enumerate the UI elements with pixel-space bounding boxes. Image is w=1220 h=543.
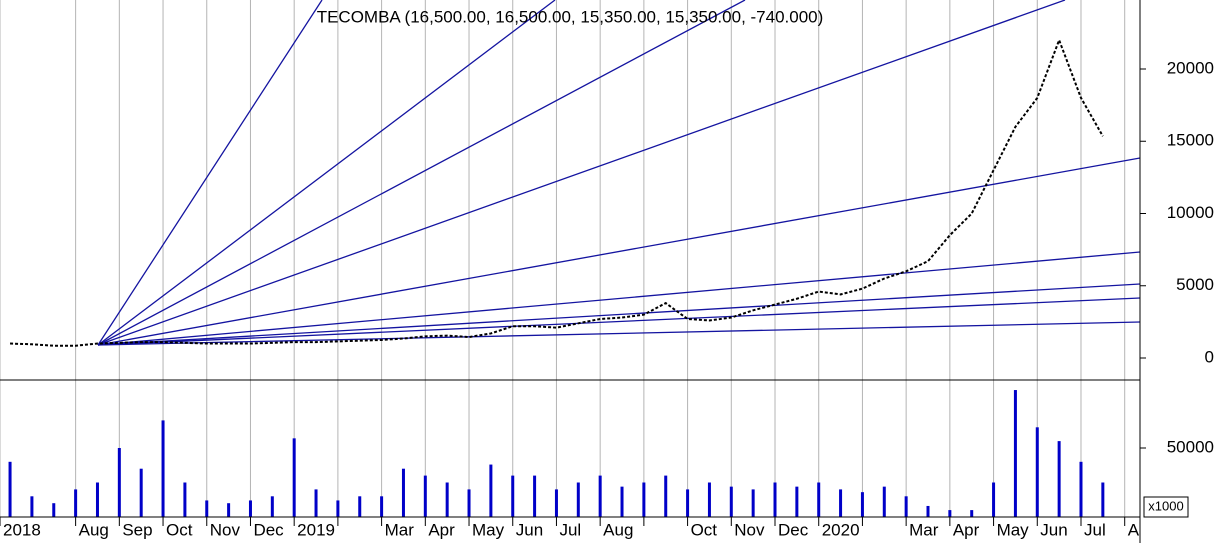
volume-bar	[467, 489, 471, 517]
x-tick-label: 2020	[822, 520, 860, 539]
x-tick-label: 2018	[3, 520, 41, 539]
volume-bar	[380, 496, 384, 517]
y-tick-label: 5000	[1176, 275, 1214, 294]
volume-bar	[1057, 441, 1061, 517]
volume-bar	[598, 475, 602, 517]
volume-bar	[1013, 390, 1017, 517]
volume-bar	[489, 464, 493, 517]
y-tick-label: 0	[1205, 347, 1214, 366]
x-tick-label: A	[1128, 520, 1140, 539]
x-tick-label: May	[997, 520, 1030, 539]
x-tick-label: Oct	[691, 520, 718, 539]
volume-bar	[161, 420, 165, 517]
x-tick-label: Dec	[253, 520, 284, 539]
x-tick-label: Mar	[385, 520, 415, 539]
x-tick-label: Oct	[166, 520, 193, 539]
x-tick-label: Dec	[778, 520, 809, 539]
volume-bar	[533, 475, 537, 517]
x-tick-label: 2019	[297, 520, 335, 539]
volume-bar	[1035, 427, 1039, 517]
fan-line	[97, 283, 1141, 346]
volume-bar	[554, 489, 558, 517]
volume-bar	[292, 438, 296, 517]
volume-bar	[620, 486, 624, 517]
fan-lines	[97, 0, 1141, 346]
volume-bar	[642, 482, 646, 517]
volume-bar	[970, 510, 974, 517]
volume-bar	[205, 500, 209, 517]
volume-bar	[1079, 461, 1083, 517]
fan-line	[97, 0, 556, 346]
volume-bar	[8, 461, 12, 517]
fan-line	[97, 251, 1141, 346]
fan-line	[97, 0, 746, 346]
fan-line	[97, 0, 323, 346]
x-tick-label: Nov	[734, 520, 765, 539]
y-tick-label: 15000	[1167, 131, 1214, 150]
volume-bar	[795, 486, 799, 517]
x-tick-label: Aug	[79, 520, 109, 539]
volume-bar	[773, 482, 777, 517]
volume-bar	[926, 505, 930, 517]
volume-bar	[52, 503, 56, 517]
volume-bar	[992, 482, 996, 517]
grid-layer	[0, 0, 1146, 526]
volume-bar	[707, 482, 711, 517]
volume-bar	[227, 503, 231, 517]
volume-bar	[686, 489, 690, 517]
marks-layer	[8, 37, 1105, 517]
volume-bar	[839, 489, 843, 517]
y-tick-label: 20000	[1167, 58, 1214, 77]
volume-bar	[576, 482, 580, 517]
x-tick-label: Mar	[909, 520, 939, 539]
volume-bar	[358, 496, 362, 517]
volume-bar	[948, 510, 952, 517]
volume-bar	[401, 468, 405, 517]
volume-bar	[95, 482, 99, 517]
x-tick-label: May	[472, 520, 505, 539]
volume-bar	[1101, 482, 1105, 517]
chart-title: TECOMBA (16,500.00, 16,500.00, 15,350.00…	[317, 7, 824, 26]
volume-bar	[74, 489, 78, 517]
x-tick-label: Jun	[1040, 520, 1067, 539]
fan-line	[97, 157, 1141, 346]
volume-bar	[860, 492, 864, 517]
x-tick-label: Jul	[559, 520, 581, 539]
x-tick-label: Nov	[210, 520, 241, 539]
volume-bar	[817, 482, 821, 517]
x-tick-label: Apr	[428, 520, 455, 539]
volume-bar	[314, 489, 318, 517]
x-tick-label: Jul	[1084, 520, 1106, 539]
volume-bar	[751, 489, 755, 517]
x-tick-label: Aug	[603, 520, 633, 539]
volume-bar	[248, 500, 252, 517]
volume-bar	[729, 486, 733, 517]
y-tick-label: 50000	[1167, 437, 1214, 456]
fan-line	[97, 297, 1141, 346]
unit-box	[1143, 496, 1189, 518]
volume-bar	[270, 496, 274, 517]
x-tick-label: Apr	[953, 520, 980, 539]
x-tick-label: Sep	[122, 520, 152, 539]
volume-bar	[511, 475, 515, 517]
y-tick-label: 10000	[1167, 203, 1214, 222]
volume-unit: x1000	[1148, 498, 1183, 513]
volume-bar	[336, 500, 340, 517]
volume-bar	[882, 486, 886, 517]
volume-bar	[445, 482, 449, 517]
fan-line	[97, 0, 1066, 346]
volume-bar	[904, 496, 908, 517]
volume-bar	[664, 475, 668, 517]
price-line	[10, 37, 1104, 347]
volume-bar	[30, 496, 34, 517]
x-tick-label: Jun	[516, 520, 543, 539]
volume-bar	[183, 482, 187, 517]
volume-bar	[139, 468, 143, 517]
volume-bar	[423, 475, 427, 517]
volume-bar	[117, 448, 121, 517]
fan-line	[97, 321, 1141, 346]
